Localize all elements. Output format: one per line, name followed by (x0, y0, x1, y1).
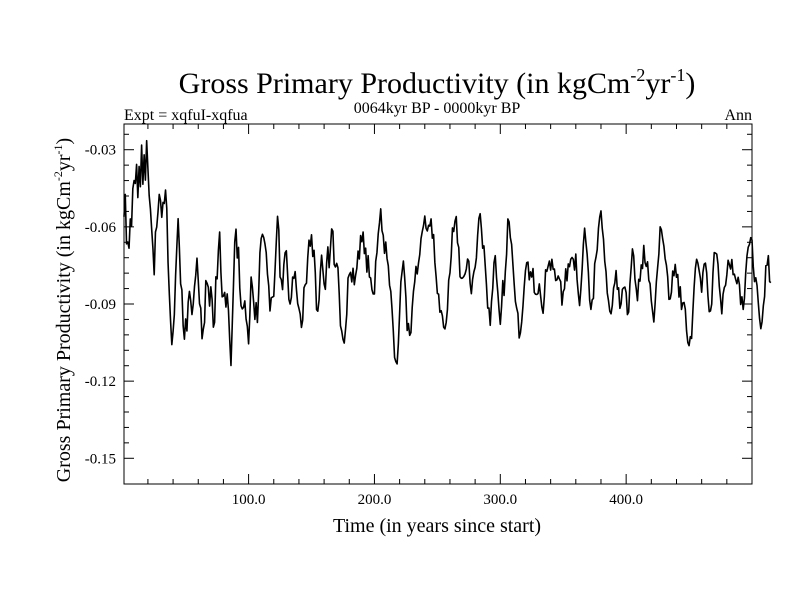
ylabel-mid: yr (53, 154, 75, 171)
x-axis-label: Time (in years since start) (333, 515, 541, 537)
axis-tick-labels: -0.03 -0.06 -0.09 -0.12 -0.15 100.0 200.0 300.0… (85, 143, 643, 508)
y-tick-label: -0.09 (85, 297, 116, 313)
y-axis-label: Gross Primary Productivity (in kgCm-2yr-… (51, 138, 75, 482)
series-line-gpp (123, 139, 772, 367)
y-tick-label: -0.15 (85, 451, 116, 467)
title-mid: yr (645, 67, 670, 100)
x-tick-label: 100.0 (232, 492, 266, 508)
axis-ticks (124, 124, 752, 484)
ylabel-main: Gross Primary Productivity (in kgCm (53, 181, 75, 483)
title-sup-1: -2 (630, 65, 645, 85)
y-tick-label: -0.12 (85, 374, 116, 390)
plot-frame (123, 123, 753, 485)
experiment-label: Expt = xqfuI-xqfua (124, 107, 248, 124)
x-tick-label: 300.0 (483, 492, 517, 508)
x-tick-label: 400.0 (609, 492, 643, 508)
title-end: ) (685, 67, 695, 100)
ylabel-sup-1: -2 (51, 171, 65, 181)
title-sup-2: -1 (670, 65, 685, 85)
y-tick-label: -0.03 (85, 143, 116, 159)
chart-title: Gross Primary Productivity (in kgCm-2yr-… (179, 65, 696, 100)
chart-subtitle: 0064kyr BP - 0000kyr BP (354, 100, 521, 117)
ylabel-sup-2: -1 (51, 144, 65, 154)
season-label: Ann (724, 107, 752, 124)
y-tick-label: -0.06 (85, 220, 117, 236)
ylabel-end: ) (53, 138, 75, 145)
x-tick-label: 200.0 (358, 492, 392, 508)
title-main: Gross Primary Productivity (in kgCm (179, 67, 631, 100)
